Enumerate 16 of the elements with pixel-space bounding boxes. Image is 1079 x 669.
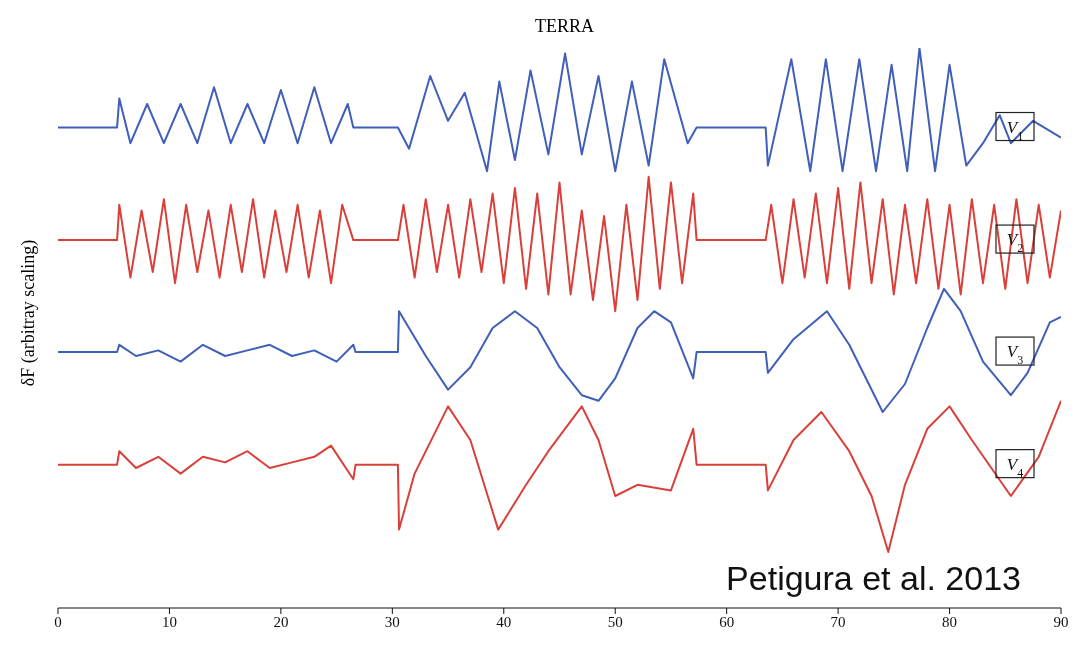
y-axis-title: δF (arbitray scaling) xyxy=(17,239,39,387)
x-tick-label: 70 xyxy=(830,613,846,630)
x-tick-label: 30 xyxy=(384,613,400,630)
x-tick-label: 0 xyxy=(54,613,62,630)
x-tick-label: 90 xyxy=(1053,613,1069,630)
series-label: V$_{4}$ xyxy=(1006,454,1024,480)
x-tick-label: 10 xyxy=(161,613,177,630)
series-label: V$_{3}$ xyxy=(1006,342,1024,368)
chart-title: TERRA xyxy=(534,16,595,37)
x-tick-label: 50 xyxy=(607,613,623,630)
x-tick-label: 60 xyxy=(719,613,735,630)
x-tick-label: 80 xyxy=(942,613,958,630)
series-label: V$_{1}$ xyxy=(1006,117,1024,143)
annotation: Petigura et al. 2013 xyxy=(726,559,1021,598)
x-tick-label: 20 xyxy=(273,613,289,630)
x-tick-label: 40 xyxy=(496,613,512,630)
